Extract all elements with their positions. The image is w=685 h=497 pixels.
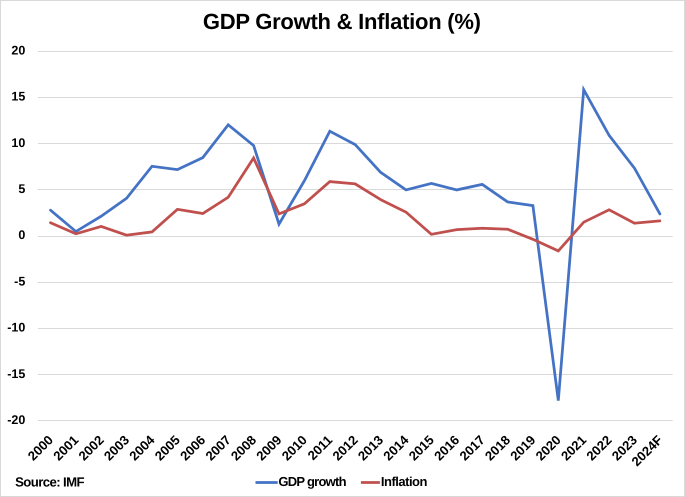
- svg-text:Source: IMF: Source: IMF: [15, 474, 84, 489]
- svg-text:-5: -5: [14, 274, 25, 288]
- svg-text:-15: -15: [7, 367, 25, 381]
- svg-text:5: 5: [18, 182, 25, 196]
- svg-text:Inflation: Inflation: [381, 474, 428, 489]
- svg-text:GDP Growth & Inflation (%): GDP Growth & Inflation (%): [203, 9, 481, 34]
- svg-text:15: 15: [11, 90, 25, 104]
- svg-text:20: 20: [11, 43, 25, 57]
- svg-text:-20: -20: [7, 413, 25, 427]
- svg-text:-10: -10: [7, 321, 25, 335]
- svg-text:10: 10: [11, 136, 25, 150]
- svg-text:0: 0: [18, 228, 25, 242]
- svg-text:GDP growth: GDP growth: [278, 474, 346, 489]
